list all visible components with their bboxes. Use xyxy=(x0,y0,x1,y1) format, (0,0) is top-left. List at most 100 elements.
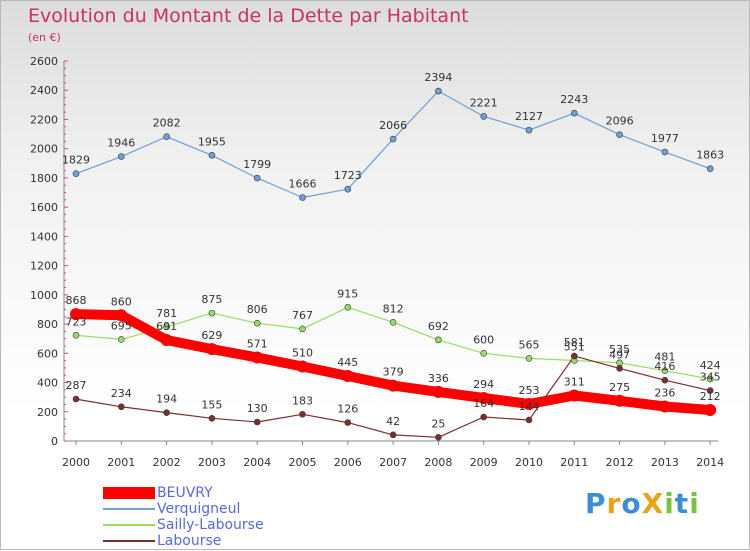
data-point xyxy=(299,410,306,418)
x-tick-label: 2001 xyxy=(107,456,135,469)
data-point xyxy=(208,151,216,159)
data-point xyxy=(570,352,578,360)
data-label: 510 xyxy=(292,346,313,359)
data-label: 1829 xyxy=(62,154,90,167)
y-tick-label: 1800 xyxy=(30,172,58,185)
data-label: 287 xyxy=(66,379,87,392)
axes: 0 200 400 600 800 1000 1200 1400 1600 1800 2000 220… xyxy=(30,55,724,469)
data-label: 212 xyxy=(700,390,721,403)
y-tick-label: 2200 xyxy=(30,113,58,126)
x-tick-label: 2004 xyxy=(243,456,271,469)
data-label: 600 xyxy=(473,333,494,346)
y-tick-label: 0 xyxy=(51,435,58,448)
data-point xyxy=(118,403,125,411)
y-tick-label: 2400 xyxy=(30,84,58,97)
data-point xyxy=(477,392,490,405)
y-tick-label: 200 xyxy=(37,406,58,419)
data-label: 1799 xyxy=(243,158,271,171)
y-tick-label: 800 xyxy=(37,318,58,331)
data-point xyxy=(432,385,445,398)
data-point xyxy=(389,135,397,143)
data-point xyxy=(115,309,128,322)
data-point xyxy=(299,325,306,333)
legend-swatch-verquigneul xyxy=(103,508,155,510)
legend-label-beuvry: BEUVRY xyxy=(157,485,213,501)
data-label: 692 xyxy=(428,320,449,333)
data-point xyxy=(389,431,397,439)
legend-item-beuvry: BEUVRY xyxy=(103,485,264,501)
data-labels: 868 860 691 629 571 510 445 379 336 294 253 311 275 2… xyxy=(62,71,724,430)
data-point xyxy=(570,109,578,117)
data-label: 551 xyxy=(564,340,585,353)
data-label: 253 xyxy=(519,384,540,397)
x-tick-label: 2012 xyxy=(606,456,634,469)
data-point xyxy=(704,404,717,417)
data-label: 144 xyxy=(519,400,540,413)
data-label: 234 xyxy=(111,387,132,400)
data-label: 781 xyxy=(156,307,177,320)
x-tick-label: 2013 xyxy=(651,456,679,469)
brand-logo: ProXiti xyxy=(585,487,700,520)
data-point xyxy=(253,418,261,426)
data-point xyxy=(435,434,442,441)
x-tick-label: 2009 xyxy=(470,456,498,469)
data-point xyxy=(387,379,400,392)
data-label: 424 xyxy=(700,359,721,372)
series-points xyxy=(70,87,717,441)
data-label: 767 xyxy=(292,309,313,322)
data-label: 42 xyxy=(386,415,400,428)
data-point xyxy=(525,355,533,362)
x-tick-label: 2006 xyxy=(334,456,362,469)
data-point xyxy=(299,194,306,201)
y-tick-label: 1400 xyxy=(30,230,58,243)
data-point xyxy=(72,170,80,177)
data-label: 345 xyxy=(700,371,721,384)
data-point xyxy=(480,350,488,357)
data-label: 1977 xyxy=(651,132,679,145)
data-label: 1955 xyxy=(198,135,226,148)
data-label: 236 xyxy=(654,387,675,400)
data-point xyxy=(706,375,714,383)
data-point xyxy=(616,365,623,372)
data-point xyxy=(72,395,80,403)
data-point xyxy=(344,419,352,426)
data-point xyxy=(344,185,352,193)
x-tick-label: 2008 xyxy=(424,456,452,469)
data-point xyxy=(118,153,125,160)
data-label: 806 xyxy=(247,303,268,316)
data-point xyxy=(613,394,626,407)
data-point xyxy=(658,400,671,413)
y-tick-label: 400 xyxy=(37,377,58,390)
data-label: 2127 xyxy=(515,110,543,123)
legend-item-labourse: Labourse xyxy=(103,533,264,549)
data-label: 691 xyxy=(156,320,177,333)
data-point xyxy=(341,369,354,382)
data-point xyxy=(616,131,623,138)
data-label: 2394 xyxy=(424,71,452,84)
data-point xyxy=(344,303,352,311)
y-tick-label: 600 xyxy=(37,347,58,360)
y-tick-label: 1600 xyxy=(30,201,58,214)
data-point xyxy=(160,334,173,347)
data-label: 164 xyxy=(473,397,494,410)
data-point xyxy=(525,126,533,134)
data-point xyxy=(389,319,397,326)
legend-swatch-beuvry xyxy=(103,487,155,499)
data-label: 723 xyxy=(66,315,87,328)
x-tick-label: 2011 xyxy=(560,456,588,469)
x-tick-label: 2010 xyxy=(515,456,543,469)
data-point xyxy=(661,148,669,156)
data-label: 812 xyxy=(383,302,404,315)
data-label: 194 xyxy=(156,393,177,406)
legend-label-sailly-labourse: Sailly-Labourse xyxy=(157,517,264,533)
y-tick-label: 2600 xyxy=(30,55,58,68)
data-label: 868 xyxy=(66,294,87,307)
data-label: 2096 xyxy=(606,115,634,128)
legend: BEUVRY Verquigneul Sailly-Labourse Labou… xyxy=(103,485,264,549)
data-point xyxy=(72,332,80,339)
legend-item-verquigneul: Verquigneul xyxy=(103,501,264,517)
chart-subtitle: (en €) xyxy=(28,31,61,44)
data-point xyxy=(251,351,264,364)
data-point xyxy=(70,308,82,321)
